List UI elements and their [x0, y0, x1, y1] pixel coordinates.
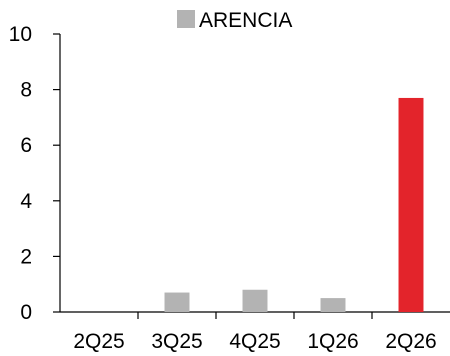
- legend-swatch: [177, 10, 195, 28]
- x-tick-label: 2Q25: [73, 330, 124, 353]
- y-tick-label: 4: [20, 190, 32, 213]
- bars: [164, 97, 424, 312]
- legend-label: ARENCIA: [199, 9, 292, 32]
- plot-area: 0 2 4 6 8 10 2Q25 3Q25 4Q25 1Q26 2Q26: [9, 23, 450, 353]
- y-tick-label: 2: [20, 245, 32, 268]
- bar-1Q26: [320, 298, 346, 312]
- y-tick-label: 8: [20, 79, 32, 102]
- y-ticks: 0 2 4 6 8 10: [9, 23, 60, 324]
- x-tick-label: 3Q25: [151, 330, 202, 353]
- bar-4Q25: [242, 289, 268, 312]
- y-tick-label: 0: [20, 301, 32, 324]
- legend: ARENCIA: [177, 9, 292, 32]
- bar-3Q25: [164, 292, 190, 312]
- x-tick-label: 4Q25: [229, 330, 280, 353]
- x-tick-label: 1Q26: [307, 330, 358, 353]
- x-ticks: 2Q25 3Q25 4Q25 1Q26 2Q26: [73, 312, 437, 353]
- x-tick-label: 2Q26: [385, 330, 436, 353]
- y-tick-label: 10: [9, 23, 32, 46]
- bar-2Q26: [398, 97, 424, 312]
- y-tick-label: 6: [20, 134, 32, 157]
